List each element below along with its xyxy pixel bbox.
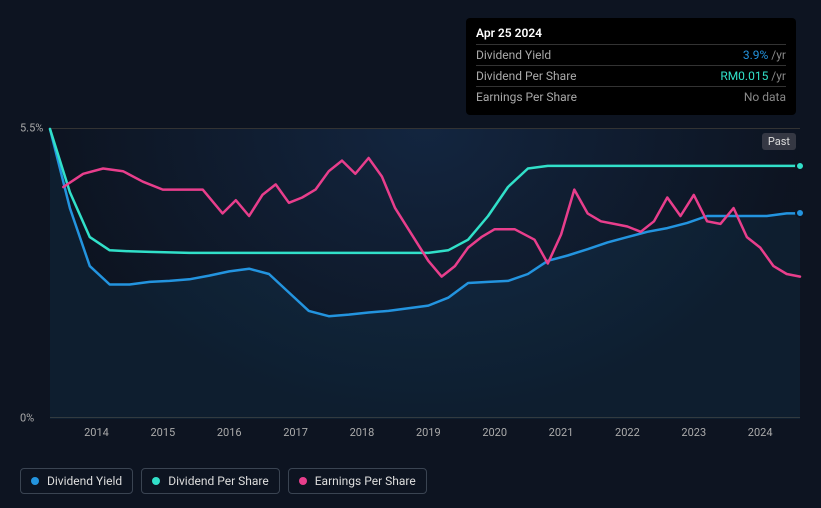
x-axis-tick: 2021 xyxy=(549,426,574,439)
x-axis-tick: 2018 xyxy=(350,426,375,439)
x-axis-tick: 2017 xyxy=(283,426,308,439)
x-axis-tick: 2023 xyxy=(681,426,706,439)
chart-tooltip: Apr 25 2024 Dividend Yield3.9% /yrDivide… xyxy=(466,18,796,115)
x-axis-tick: 2016 xyxy=(217,426,242,439)
chart-svg xyxy=(50,129,800,417)
legend-dot xyxy=(31,477,39,485)
y-axis-min: 0% xyxy=(20,412,34,425)
x-axis-tick: 2014 xyxy=(84,426,109,439)
legend-item[interactable]: Dividend Yield xyxy=(20,468,133,494)
tooltip-value: RM0.015 /yr xyxy=(720,69,786,83)
x-axis-tick: 2015 xyxy=(150,426,175,439)
legend-item[interactable]: Dividend Per Share xyxy=(141,468,280,494)
legend-label: Dividend Per Share xyxy=(168,474,269,488)
plot-region[interactable]: Past xyxy=(50,128,800,418)
tooltip-label: Dividend Per Share xyxy=(476,69,577,83)
tooltip-value: No data xyxy=(744,90,786,104)
series-end-marker xyxy=(795,161,805,171)
legend-label: Dividend Yield xyxy=(47,474,122,488)
legend-label: Earnings Per Share xyxy=(315,474,416,488)
x-axis-labels: 2014 2015 2016 2017 2018 2019 2020 2021 2022 2023… xyxy=(50,426,800,446)
tooltip-row: Dividend Yield 3.9% /yr xyxy=(476,44,786,65)
tooltip-label: Earnings Per Share xyxy=(476,90,577,104)
tooltip-label: Dividend Yield xyxy=(476,48,551,62)
chart-area: 5.5% 0% Past 2014 2015 2016 2017 2018 2019 202… xyxy=(20,108,800,448)
tooltip-date: Apr 25 2024 xyxy=(476,26,786,44)
legend-dot xyxy=(299,477,307,485)
tooltip-value: 3.9% /yr xyxy=(743,48,786,62)
legend-dot xyxy=(152,477,160,485)
y-axis-max: 5.5% xyxy=(20,122,43,135)
x-axis-tick: 2022 xyxy=(615,426,640,439)
x-axis-tick: 2019 xyxy=(416,426,441,439)
legend: Dividend Yield Dividend Per Share Earnings… xyxy=(20,468,427,494)
tooltip-row: Dividend Per Share RM0.015 /yr xyxy=(476,65,786,86)
x-axis-tick: 2020 xyxy=(482,426,507,439)
series-end-marker xyxy=(795,208,805,218)
x-axis-tick: 2024 xyxy=(748,426,773,439)
legend-item[interactable]: Earnings Per Share xyxy=(288,468,427,494)
tooltip-row: Earnings Per Share No data xyxy=(476,86,786,107)
